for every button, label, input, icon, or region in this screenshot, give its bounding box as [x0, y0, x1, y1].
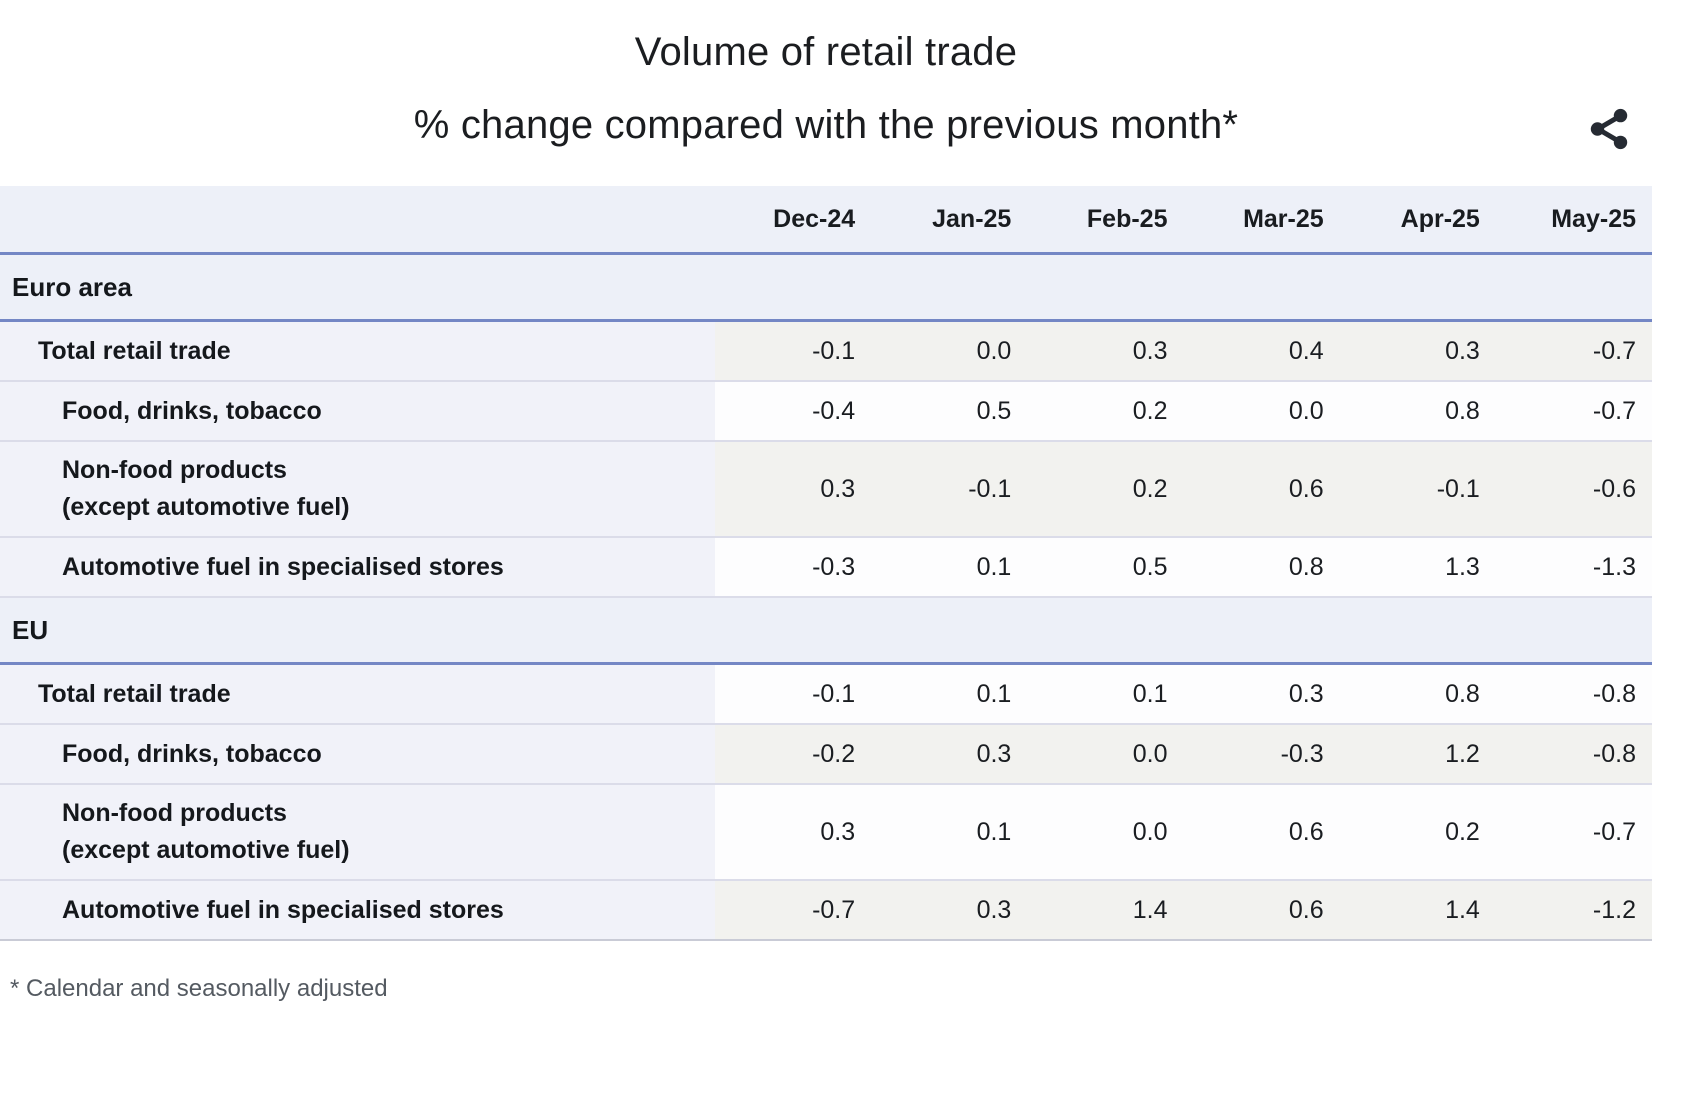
value-cell: -0.1	[1339, 442, 1496, 536]
value-cell: 0.6	[1183, 881, 1340, 939]
value-cell: 0.3	[871, 725, 1028, 783]
footnote: * Calendar and seasonally adjusted	[10, 975, 388, 1002]
value-cell: 0.3	[1183, 665, 1340, 723]
value-cell: -0.1	[715, 322, 872, 380]
value-cell: 0.2	[1339, 785, 1496, 879]
value-cell: 0.2	[1027, 442, 1184, 536]
table-row: Non-food products (except automotive fue…	[0, 442, 1652, 538]
value-cell: -0.8	[1495, 665, 1652, 723]
row-label-text: Total retail trade	[38, 336, 231, 365]
value-cell: -0.8	[1495, 725, 1652, 783]
column-header-mar-25: Mar-25	[1243, 204, 1324, 233]
row-label-text: Non-food products	[62, 456, 287, 484]
column-header-apr-25: Apr-25	[1400, 204, 1480, 233]
row-label: Non-food products (except automotive fue…	[0, 442, 715, 536]
value-cell: -0.3	[1183, 725, 1340, 783]
value-cell: -0.6	[1495, 442, 1652, 536]
value-cell: 1.2	[1339, 725, 1496, 783]
table-row: Total retail trade -0.1 0.1 0.1 0.3 0.8 …	[0, 665, 1652, 725]
value-cell: 0.3	[871, 881, 1028, 939]
share-icon	[1590, 108, 1628, 150]
value-cell: -1.2	[1495, 881, 1652, 939]
value-cell: -0.1	[715, 665, 872, 723]
row-label-text: Food, drinks, tobacco	[62, 396, 322, 425]
value-cell: 0.0	[1027, 785, 1184, 879]
value-cell: 0.6	[1183, 442, 1340, 536]
row-label-text2: (except automotive fuel)	[62, 493, 350, 521]
table-row: Food, drinks, tobacco -0.4 0.5 0.2 0.0 0…	[0, 382, 1652, 442]
header-spacer-cell	[0, 186, 715, 252]
value-cell: 0.3	[715, 442, 872, 536]
row-label-text: Food, drinks, tobacco	[62, 739, 322, 768]
value-cell: -0.7	[1495, 382, 1652, 440]
row-label: Food, drinks, tobacco	[0, 382, 715, 440]
value-cell: 1.4	[1027, 881, 1184, 939]
value-cell: 0.0	[871, 322, 1028, 380]
table-header-row: Dec-24 Jan-25 Feb-25 Mar-25 Apr-25 May-2…	[0, 186, 1652, 255]
title-block: Volume of retail trade % change compared…	[0, 0, 1652, 148]
section-label: Euro area	[12, 271, 132, 302]
row-label: Automotive fuel in specialised stores	[0, 881, 715, 939]
column-header-may-25: May-25	[1551, 204, 1636, 233]
value-cell: 0.4	[1183, 322, 1340, 380]
section-row-eu: EU	[0, 598, 1652, 665]
value-cell: -0.7	[1495, 785, 1652, 879]
value-cell: 0.3	[1027, 322, 1184, 380]
row-label: Non-food products (except automotive fue…	[0, 785, 715, 879]
section-row-euro-area: Euro area	[0, 255, 1652, 322]
value-cell: 0.1	[871, 665, 1028, 723]
table-row: Food, drinks, tobacco -0.2 0.3 0.0 -0.3 …	[0, 725, 1652, 785]
column-header-jan-25: Jan-25	[932, 204, 1012, 233]
value-cell: 0.2	[1027, 382, 1184, 440]
retail-trade-widget: Volume of retail trade % change compared…	[0, 0, 1652, 1002]
value-cell: 1.4	[1339, 881, 1496, 939]
value-cell: 0.8	[1339, 382, 1496, 440]
row-label-text: Automotive fuel in specialised stores	[62, 895, 504, 924]
value-cell: 0.0	[1027, 725, 1184, 783]
row-label: Food, drinks, tobacco	[0, 725, 715, 783]
value-cell: 1.3	[1339, 538, 1496, 596]
row-label-text2: (except automotive fuel)	[62, 836, 350, 864]
section-label: EU	[12, 614, 49, 645]
value-cell: -1.3	[1495, 538, 1652, 596]
retail-trade-table: Dec-24 Jan-25 Feb-25 Mar-25 Apr-25 May-2…	[0, 186, 1652, 941]
value-cell: 0.6	[1183, 785, 1340, 879]
row-label-text: Total retail trade	[38, 679, 231, 708]
row-label-text: Non-food products	[62, 799, 287, 827]
table-row: Automotive fuel in specialised stores -0…	[0, 538, 1652, 598]
value-cell: 0.5	[871, 382, 1028, 440]
page-subtitle: % change compared with the previous mont…	[413, 103, 1239, 147]
value-cell: 0.8	[1339, 665, 1496, 723]
table-row: Total retail trade -0.1 0.0 0.3 0.4 0.3 …	[0, 322, 1652, 382]
value-cell: 0.3	[715, 785, 872, 879]
row-label: Automotive fuel in specialised stores	[0, 538, 715, 596]
value-cell: -0.1	[871, 442, 1028, 536]
row-label: Total retail trade	[0, 665, 715, 723]
value-cell: 0.5	[1027, 538, 1184, 596]
column-header-dec-24: Dec-24	[773, 204, 856, 233]
row-label: Total retail trade	[0, 322, 715, 380]
row-label-text: Automotive fuel in specialised stores	[62, 552, 504, 581]
value-cell: -0.2	[715, 725, 872, 783]
value-cell: 0.1	[871, 538, 1028, 596]
value-cell: -0.3	[715, 538, 872, 596]
table-row: Non-food products (except automotive fue…	[0, 785, 1652, 881]
value-cell: -0.7	[715, 881, 872, 939]
share-button[interactable]	[1584, 102, 1634, 156]
value-cell: 0.1	[871, 785, 1028, 879]
page-title: Volume of retail trade	[634, 30, 1018, 74]
value-cell: 0.3	[1339, 322, 1496, 380]
value-cell: 0.8	[1183, 538, 1340, 596]
value-cell: 0.0	[1183, 382, 1340, 440]
value-cell: 0.1	[1027, 665, 1184, 723]
column-header-feb-25: Feb-25	[1086, 204, 1168, 233]
value-cell: -0.4	[715, 382, 872, 440]
table-row: Automotive fuel in specialised stores -0…	[0, 881, 1652, 941]
value-cell: -0.7	[1495, 322, 1652, 380]
